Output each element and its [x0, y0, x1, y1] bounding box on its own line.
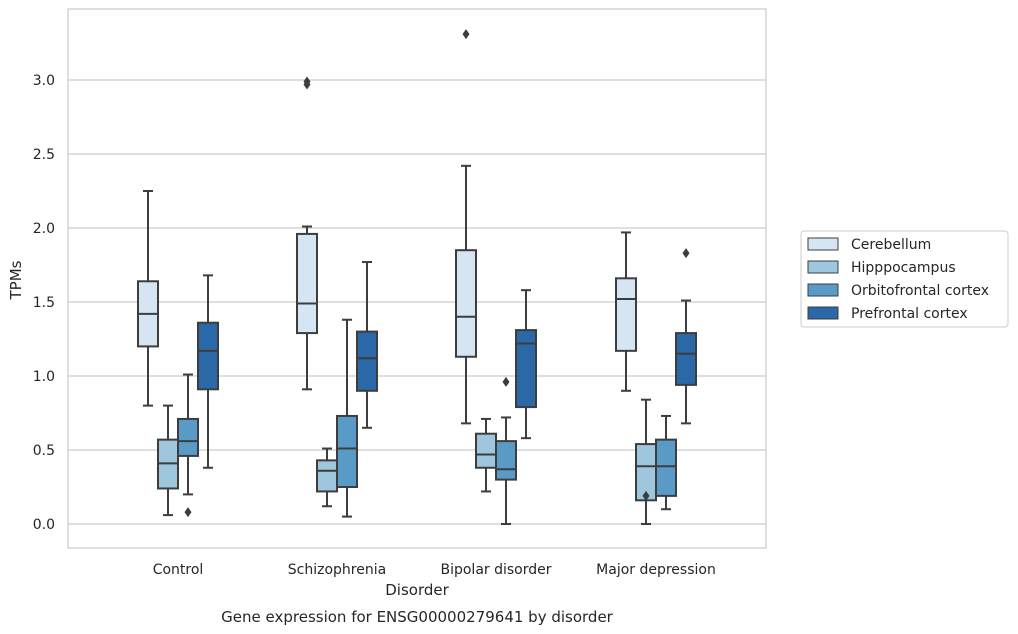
- y-tick-labels: 0.0 0.5 1.0 1.5 2.0 2.5 3.0: [33, 73, 55, 533]
- box-control: [137, 190, 159, 407]
- legend-label: Cerebellum: [851, 237, 931, 253]
- legend-swatch: [807, 306, 839, 320]
- legend-frame: [800, 230, 1009, 328]
- legend-swatch: [807, 260, 839, 274]
- series-orbitofrontal-cortex: [177, 318, 677, 525]
- x-tick-label: Schizophrenia: [288, 562, 386, 578]
- y-tick-label: 2.0: [33, 221, 55, 237]
- outlier-point: [303, 76, 311, 87]
- y-tick-label: 2.5: [33, 147, 55, 163]
- legend-label: Orbitofrontal cortex: [851, 283, 989, 299]
- legend-label: Prefrontal cortex: [851, 306, 968, 322]
- box-control: [197, 274, 219, 469]
- y-tick-label: 3.0: [33, 73, 55, 89]
- series-prefrontal-cortex: [197, 248, 697, 469]
- x-axis-label: Disorder: [385, 581, 449, 599]
- y-tick-label: 0.0: [33, 517, 55, 533]
- box-iqr: [197, 321, 219, 391]
- x-tick-labels: Control Schizophrenia Bipolar disorder Majo…: [153, 562, 716, 578]
- outlier-point: [682, 248, 690, 259]
- outlier-point: [502, 376, 510, 387]
- box-iqr: [356, 330, 378, 392]
- box-iqr: [455, 249, 477, 358]
- box-iqr: [515, 329, 537, 409]
- box-bipolar-disorder: [515, 289, 537, 440]
- box-schizophrenia: [356, 261, 378, 429]
- box-iqr: [475, 432, 497, 469]
- box-bipolar-disorder: [455, 29, 477, 425]
- box-bipolar-disorder: [495, 376, 517, 525]
- box-major-depression: [655, 414, 677, 511]
- y-tick-label: 0.5: [33, 443, 55, 459]
- legend-item: Hipppocampus: [807, 260, 956, 276]
- series-hipppocampus: [157, 398, 657, 525]
- box-schizophrenia: [316, 447, 338, 508]
- box-iqr: [296, 232, 318, 335]
- box-control: [177, 373, 199, 518]
- outlier-point: [642, 490, 650, 501]
- boxes-layer: [137, 29, 697, 525]
- box-schizophrenia: [336, 318, 358, 518]
- legend-swatch: [807, 283, 839, 297]
- box-schizophrenia: [296, 76, 318, 391]
- box-iqr: [177, 417, 199, 457]
- outlier-point: [462, 29, 470, 40]
- box-control: [157, 404, 179, 517]
- legend: Cerebellum Hipppocampus Orbitofrontal cort…: [800, 230, 1009, 328]
- box-major-depression: [615, 231, 637, 392]
- legend-swatch: [807, 237, 839, 251]
- outlier-point: [184, 507, 192, 518]
- box-major-depression: [675, 248, 697, 425]
- x-tick-label: Bipolar disorder: [440, 562, 551, 578]
- plot-frame: [67, 8, 767, 549]
- box-iqr: [495, 440, 517, 481]
- x-tick-label: Control: [153, 562, 204, 578]
- box-bipolar-disorder: [475, 417, 497, 493]
- box-iqr: [675, 332, 697, 386]
- y-axis-label: TPMs: [7, 260, 25, 300]
- box-major-depression: [635, 398, 657, 525]
- box-iqr: [316, 459, 338, 493]
- y-tick-label: 1.5: [33, 295, 55, 311]
- legend-item: Orbitofrontal cortex: [807, 283, 989, 299]
- chart-caption: Gene expression for ENSG00000279641 by d…: [221, 608, 614, 626]
- box-iqr: [336, 414, 358, 488]
- box-iqr: [615, 277, 637, 352]
- series-cerebellum: [137, 29, 637, 425]
- legend-label: Hipppocampus: [851, 260, 956, 276]
- legend-item: Prefrontal cortex: [807, 306, 968, 322]
- box-iqr: [655, 438, 677, 497]
- x-tick-label: Major depression: [596, 562, 716, 578]
- y-tick-label: 1.0: [33, 369, 55, 385]
- legend-item: Cerebellum: [807, 237, 931, 253]
